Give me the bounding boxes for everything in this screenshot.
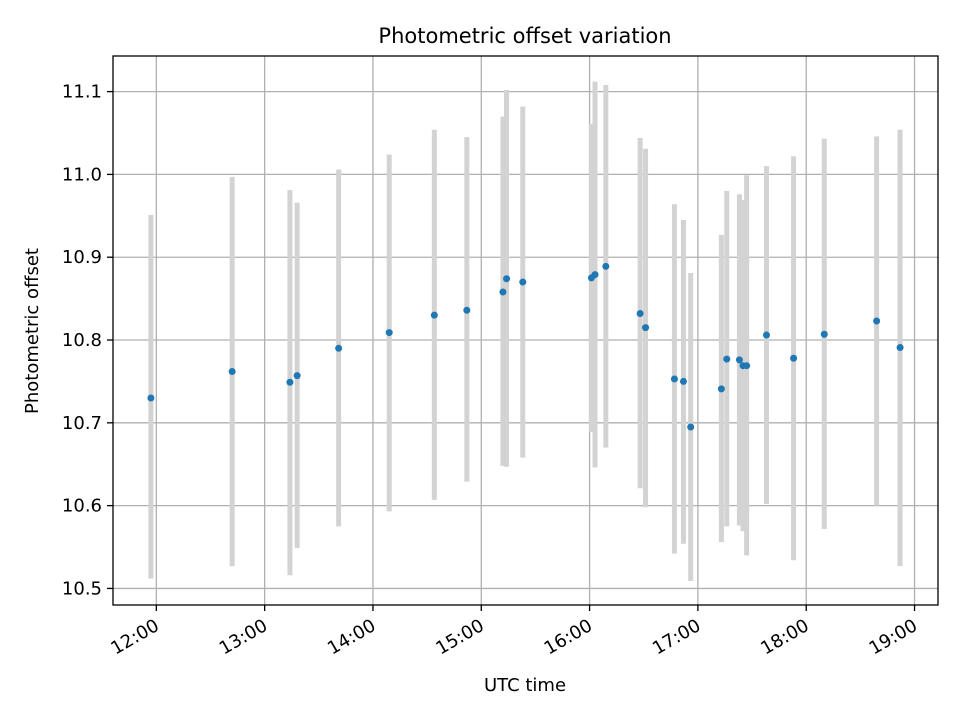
y-tick-label: 11.0	[62, 164, 102, 185]
x-tick-label: 13:00	[216, 615, 271, 659]
x-tick-label: 19:00	[866, 615, 921, 659]
x-tick-label: 18:00	[757, 615, 812, 659]
data-point	[763, 331, 771, 339]
data-point	[519, 278, 527, 286]
data-point	[147, 394, 155, 402]
data-point	[670, 375, 678, 383]
y-tick-label: 10.5	[62, 578, 102, 599]
y-tick-label: 10.8	[62, 330, 102, 351]
y-tick-label: 11.1	[62, 82, 102, 103]
data-point	[743, 362, 751, 370]
data-point	[873, 317, 881, 325]
plot-frame	[112, 55, 939, 606]
data-point	[602, 262, 610, 270]
x-axis-ticks: 12:00 13:00 14:00 15:00 16:00 17:00 18:00 19:00	[107, 605, 921, 659]
data-point	[735, 356, 743, 364]
x-tick-label: 16:00	[541, 615, 596, 659]
data-point	[228, 367, 236, 375]
grid	[113, 56, 938, 605]
data-point	[591, 271, 599, 279]
chart-title: Photometric offset variation	[378, 24, 671, 48]
x-tick-label: 15:00	[432, 615, 487, 659]
data-point	[463, 306, 471, 314]
data-point	[385, 329, 393, 337]
data-point	[723, 355, 731, 363]
data-point	[790, 354, 798, 362]
data-point	[820, 330, 828, 338]
data-point	[293, 372, 301, 380]
data-point	[687, 423, 695, 431]
data-points	[147, 262, 904, 431]
data-point	[499, 288, 507, 296]
data-point	[430, 311, 438, 319]
data-point	[636, 310, 644, 318]
x-tick-label: 17:00	[649, 615, 704, 659]
data-point	[896, 343, 904, 351]
data-point	[286, 378, 294, 386]
data-point	[679, 377, 687, 385]
x-tick-label: 12:00	[107, 615, 162, 659]
y-axis-label: Photometric offset	[22, 248, 43, 414]
y-axis-ticks: 10.5 10.6 10.7 10.8 10.9 11.0 11.1	[62, 82, 113, 599]
x-tick-label: 14:00	[324, 615, 379, 659]
y-tick-label: 10.6	[62, 496, 102, 517]
x-axis-label: UTC time	[484, 675, 566, 696]
y-tick-label: 10.9	[62, 247, 102, 268]
y-tick-label: 10.7	[62, 413, 102, 434]
data-point	[335, 344, 343, 352]
data-point	[717, 385, 725, 393]
data-point	[642, 324, 650, 332]
data-point	[503, 275, 511, 283]
